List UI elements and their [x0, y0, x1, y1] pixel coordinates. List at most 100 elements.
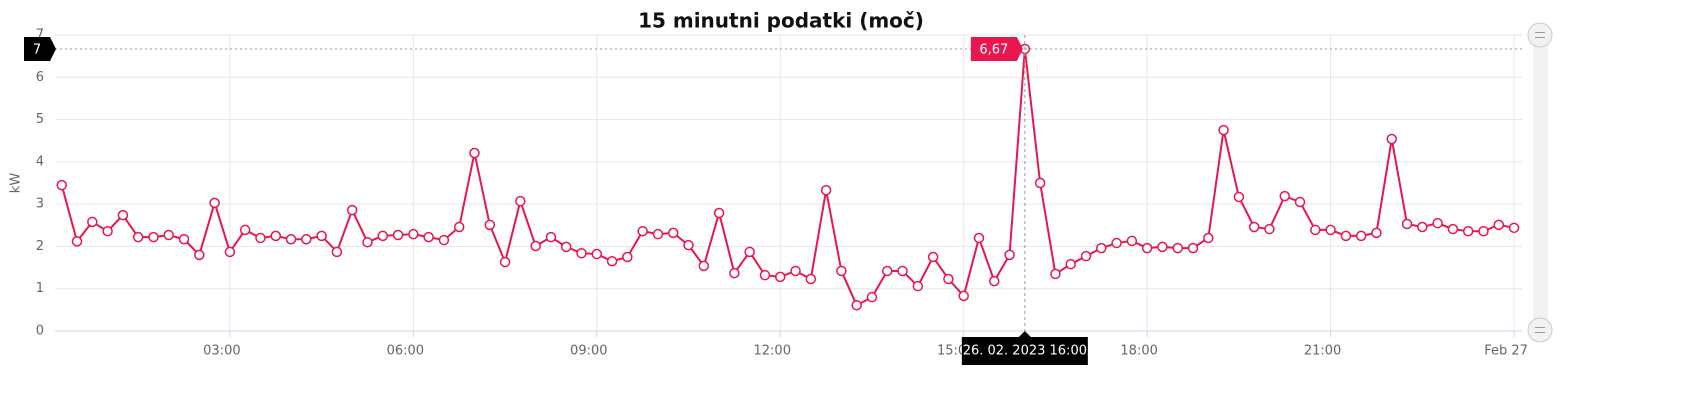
- data-point: [408, 228, 419, 240]
- data-point: [897, 265, 908, 277]
- data-point: [515, 195, 526, 207]
- data-point: [71, 236, 83, 247]
- data-point: [591, 248, 603, 260]
- data-point: [255, 232, 266, 244]
- data-point: [683, 239, 694, 251]
- y-tick-label: 2: [36, 239, 44, 254]
- data-point: [438, 234, 450, 246]
- data-point: [270, 230, 282, 242]
- x-tick-label: 09:00: [570, 344, 607, 359]
- data-point: [1034, 177, 1046, 189]
- data-point: [285, 233, 297, 245]
- data-point: [331, 246, 343, 258]
- data-point: [1401, 218, 1413, 230]
- scroll-handle-top[interactable]: [1527, 22, 1553, 48]
- data-point: [637, 225, 648, 237]
- x-tick-label: 18:00: [1120, 344, 1157, 359]
- data-point: [377, 230, 389, 242]
- data-point: [973, 232, 985, 244]
- data-point: [102, 225, 113, 237]
- data-point: [1493, 219, 1505, 231]
- data-point: [1096, 242, 1107, 254]
- y-tick-label: 6: [36, 70, 44, 85]
- data-point: [178, 233, 190, 245]
- x-tick-label: 06:00: [387, 344, 424, 359]
- data-point: [453, 221, 465, 233]
- scrollbar[interactable]: [1527, 22, 1553, 343]
- data-line: [60, 48, 1515, 307]
- grid: [55, 34, 1522, 332]
- data-point: [484, 219, 496, 231]
- y-tick-label: 1: [36, 281, 44, 296]
- handle-icon: [1535, 32, 1545, 38]
- data-point: [1462, 225, 1474, 237]
- data-point: [1141, 242, 1153, 254]
- data-point: [1325, 224, 1336, 236]
- data-point: [622, 251, 633, 263]
- x-tick-label: 12:00: [754, 344, 791, 359]
- data-point: [209, 197, 220, 209]
- data-point: [560, 241, 572, 253]
- tooltip-box: [970, 36, 1023, 61]
- data-point: [346, 204, 358, 216]
- data-point: [87, 216, 98, 228]
- data-point: [989, 275, 1000, 287]
- data-point: [362, 236, 373, 248]
- data-point: [1187, 242, 1199, 254]
- data-point: [1157, 241, 1168, 253]
- data-point: [1340, 230, 1352, 242]
- data-point: [698, 260, 710, 272]
- data-point: [744, 246, 755, 258]
- y-tick-label: 3: [36, 197, 44, 212]
- data-point: [606, 255, 618, 267]
- data-point: [958, 290, 969, 302]
- data-point: [469, 147, 480, 159]
- y-tick-label: 0: [36, 324, 44, 339]
- scrollbar-track: [1533, 35, 1548, 331]
- data-point: [239, 224, 251, 236]
- data-point: [1355, 230, 1367, 242]
- data-point: [132, 231, 144, 243]
- data-point: [1432, 217, 1443, 229]
- data-point: [423, 231, 434, 243]
- data-point: [943, 273, 954, 285]
- data-point: [1386, 133, 1397, 145]
- data-point: [1279, 190, 1290, 202]
- data-point: [652, 228, 664, 240]
- data-point: [927, 251, 939, 263]
- crosshair-y-box: [24, 36, 56, 61]
- chart-title: 15 minutni podatki (moč): [638, 9, 924, 33]
- data-point: [820, 184, 832, 196]
- data-point: [866, 291, 878, 303]
- data-point: [1218, 124, 1229, 136]
- data-point: [224, 246, 236, 258]
- data-point: [1203, 232, 1214, 244]
- data-point: [790, 265, 801, 277]
- data-point: [392, 229, 404, 241]
- crosshair-x-label: 26. 02. 2023 16:00: [963, 344, 1087, 359]
- data-point: [1508, 222, 1520, 234]
- data-point: [1050, 268, 1061, 280]
- y-tick-label: 4: [36, 154, 44, 169]
- data-point: [851, 299, 862, 311]
- data-point: [1172, 242, 1183, 254]
- x-tick-label: 03:00: [203, 344, 240, 359]
- data-point: [56, 179, 67, 191]
- crosshair-y-label: 7: [33, 42, 41, 57]
- data-point: [713, 207, 725, 219]
- data-point: [1294, 196, 1306, 208]
- data-point: [499, 256, 511, 268]
- tooltip-value: 6,67: [979, 42, 1008, 57]
- y-tick-label: 5: [36, 112, 44, 127]
- data-point: [729, 267, 740, 279]
- data-point: [148, 231, 159, 243]
- data-point: [576, 247, 587, 259]
- data-point: [545, 231, 557, 243]
- data-point: [1004, 249, 1015, 261]
- data-point: [194, 249, 205, 261]
- scroll-handle-bottom[interactable]: [1527, 317, 1553, 343]
- data-point: [882, 265, 893, 277]
- data-point: [301, 233, 312, 245]
